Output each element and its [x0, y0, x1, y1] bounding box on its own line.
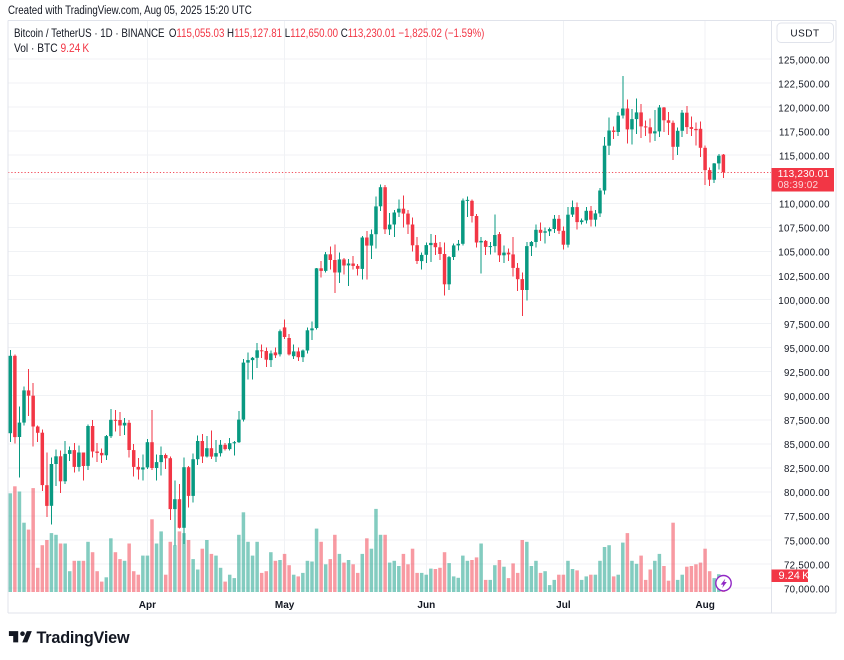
svg-text:75,000.00: 75,000.00	[784, 536, 830, 547]
svg-text:97,500.00: 97,500.00	[784, 320, 830, 331]
svg-text:115,000.00: 115,000.00	[779, 152, 830, 163]
svg-text:82,500.00: 82,500.00	[784, 464, 830, 475]
svg-text:TradingView: TradingView	[37, 629, 130, 647]
svg-text:Apr: Apr	[139, 600, 156, 611]
svg-text:08:39:02: 08:39:02	[778, 180, 819, 191]
svg-text:110,000.00: 110,000.00	[779, 200, 830, 211]
svg-text:95,000.00: 95,000.00	[784, 344, 830, 355]
svg-text:107,500.00: 107,500.00	[778, 224, 830, 235]
svg-text:120,000.00: 120,000.00	[778, 103, 830, 114]
svg-text:70,000.00: 70,000.00	[784, 584, 830, 595]
svg-text:113,230.01: 113,230.01	[778, 169, 830, 180]
svg-text:85,000.00: 85,000.00	[784, 440, 830, 451]
svg-text:USDT: USDT	[790, 28, 819, 39]
svg-text:Aug: Aug	[695, 600, 714, 611]
svg-text:77,500.00: 77,500.00	[784, 512, 830, 523]
svg-text:90,000.00: 90,000.00	[784, 392, 830, 403]
svg-text:Jun: Jun	[417, 600, 435, 611]
svg-text:122,500.00: 122,500.00	[778, 79, 830, 90]
svg-text:72,500.00: 72,500.00	[784, 560, 830, 571]
svg-text:125,000.00: 125,000.00	[778, 55, 830, 66]
svg-text:Jul: Jul	[556, 600, 571, 611]
svg-text:9.24 K: 9.24 K	[779, 570, 811, 582]
svg-text:105,000.00: 105,000.00	[778, 248, 830, 259]
svg-text:117,500.00: 117,500.00	[779, 128, 830, 139]
svg-text:102,500.00: 102,500.00	[778, 272, 830, 283]
svg-text:87,500.00: 87,500.00	[784, 416, 830, 427]
svg-text:100,000.00: 100,000.00	[778, 296, 830, 307]
svg-text:80,000.00: 80,000.00	[784, 488, 830, 499]
svg-text:92,500.00: 92,500.00	[784, 368, 830, 379]
svg-text:May: May	[275, 600, 295, 611]
